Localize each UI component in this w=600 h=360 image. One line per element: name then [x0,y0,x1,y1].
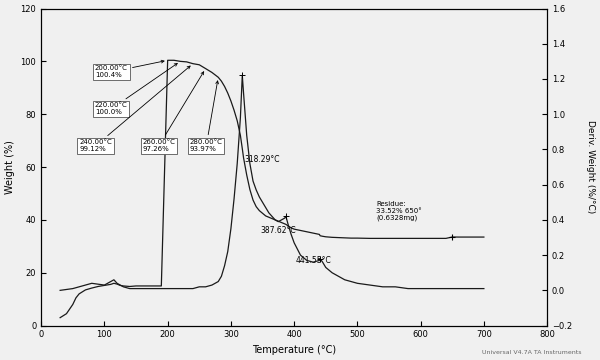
Text: 318.29°C: 318.29°C [245,155,280,164]
Text: 240.00°C
99.12%: 240.00°C 99.12% [79,66,190,152]
Text: 200.00°C
100.4%: 200.00°C 100.4% [95,60,164,78]
Y-axis label: Weight (%): Weight (%) [5,140,15,194]
Text: 387.62°C: 387.62°C [260,226,296,235]
Text: 220.00°C
100.0%: 220.00°C 100.0% [95,63,177,116]
X-axis label: Temperature (°C): Temperature (°C) [252,345,336,355]
Text: Residue:
33.52% 650°
(0.6328mg): Residue: 33.52% 650° (0.6328mg) [376,201,422,221]
Text: 441.55°C: 441.55°C [296,256,332,265]
Y-axis label: Deriv. Weight (%/°C): Deriv. Weight (%/°C) [586,120,595,214]
Text: 260.00°C
97.26%: 260.00°C 97.26% [142,72,203,152]
Text: Universal V4.7A TA Instruments: Universal V4.7A TA Instruments [482,350,582,355]
Text: 280.00°C
93.97%: 280.00°C 93.97% [190,81,223,152]
